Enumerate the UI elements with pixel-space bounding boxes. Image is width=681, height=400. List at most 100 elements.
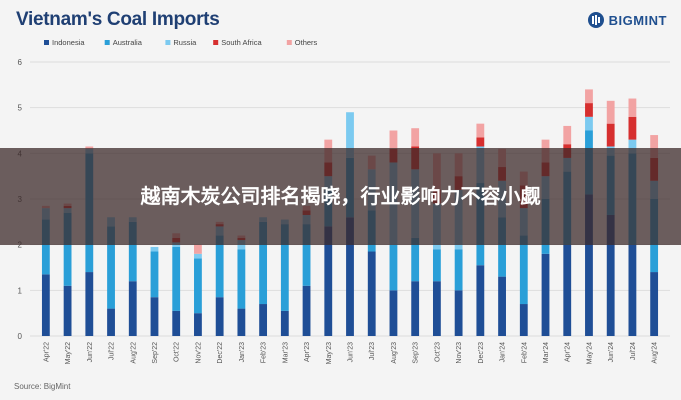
x-tick-label: Feb'24 (521, 342, 528, 363)
bar-segment (215, 297, 224, 336)
bar-segment (128, 221, 137, 282)
legend-swatch (165, 40, 171, 45)
bar-segment (259, 221, 268, 305)
bar-segment (85, 272, 94, 336)
bigmint-logo-icon (587, 12, 604, 28)
x-tick-label: Jul'23 (369, 342, 376, 360)
bar-segment (628, 139, 637, 154)
bar-segment (476, 265, 485, 336)
x-tick-label: Jul'24 (630, 342, 637, 360)
x-tick-label: Jan'24 (500, 342, 507, 363)
y-tick-label: 0 (18, 332, 23, 341)
x-tick-label: Jun'24 (608, 342, 615, 363)
bar-segment (172, 310, 181, 336)
bar-segment (585, 103, 593, 117)
bar-segment (41, 274, 50, 336)
bar-segment (650, 272, 659, 336)
bar-segment (302, 285, 311, 336)
bar-segment (519, 235, 528, 305)
bar-segment (107, 226, 115, 309)
x-tick-label: Apr'24 (565, 342, 572, 362)
x-tick-label: Apr'23 (304, 342, 311, 362)
bar-segment (324, 226, 333, 336)
x-tick-label: Oct'22 (174, 342, 181, 362)
y-tick-label: 5 (18, 104, 23, 113)
bar-segment (237, 249, 246, 309)
bar-segment (150, 246, 159, 252)
x-tick-label: May'23 (326, 342, 333, 364)
bar-segment (389, 244, 398, 291)
bar-segment (606, 100, 615, 124)
x-tick-label: Nov'23 (456, 342, 463, 364)
legend-label: Indonesia (52, 38, 85, 47)
y-tick-label: 1 (18, 286, 23, 295)
bar-segment (215, 235, 224, 298)
x-tick-label: Jun'23 (348, 342, 355, 363)
bar-segment (519, 304, 528, 336)
bar-segment (63, 285, 72, 336)
bar-segment (194, 313, 202, 336)
x-tick-label: Dec'22 (217, 342, 224, 364)
bar-segment (454, 249, 463, 291)
bar-segment (411, 281, 420, 336)
bar-segment (237, 308, 246, 336)
legend-swatch (104, 40, 110, 45)
bar-segment (498, 276, 506, 336)
bar-segment (280, 310, 289, 336)
legend-label: Russia (173, 38, 197, 47)
legend-swatch (213, 40, 219, 45)
bar-segment (194, 244, 202, 254)
bar-segment (563, 244, 572, 336)
brand-name: BIGMINT (608, 12, 667, 28)
bar-segment (628, 244, 637, 336)
x-tick-label: Apr'22 (43, 342, 50, 362)
bar-segment (650, 135, 659, 158)
x-tick-label: Nov'22 (195, 342, 202, 364)
bar-segment (389, 290, 398, 336)
bar-segment (194, 258, 202, 314)
x-tick-label: Sep'22 (152, 342, 159, 364)
x-tick-label: Oct'23 (434, 342, 441, 362)
bar-segment (563, 125, 572, 145)
bar-segment (606, 123, 615, 147)
x-tick-label: Jan'23 (239, 342, 246, 363)
bar-segment (172, 246, 181, 311)
bar-segment (346, 112, 354, 158)
bar-segment (346, 217, 354, 336)
y-tick-label: 2 (18, 241, 23, 250)
x-tick-label: May'22 (65, 342, 72, 364)
bar-segment (606, 214, 615, 336)
x-tick-label: Mar'24 (543, 342, 550, 363)
chart-title: Vietnam's Coal Imports (16, 9, 220, 30)
x-tick-label: Mar'23 (282, 342, 289, 363)
brand-logo: BIGMINT (587, 11, 667, 29)
bar-segment (150, 251, 159, 298)
headline-banner: 越南木炭公司排名揭晓，行业影响力不容小觑 (0, 148, 681, 245)
bar-segment (85, 146, 94, 149)
chart-source: Source: BigMint (14, 382, 71, 391)
legend-swatch (44, 40, 49, 45)
bar-segment (367, 251, 376, 336)
x-tick-label: Sep'23 (413, 342, 420, 364)
x-tick-label: Dec'23 (478, 342, 485, 364)
bar-segment (194, 253, 202, 259)
bar-segment (302, 224, 311, 286)
bar-segment (628, 98, 637, 117)
y-tick-label: 6 (18, 58, 23, 67)
bar-segment (63, 212, 72, 286)
x-tick-label: May'24 (586, 342, 593, 364)
bar-segment (432, 281, 441, 336)
bar-segment (454, 290, 463, 336)
bar-segment (411, 128, 420, 147)
bar-segment (628, 116, 637, 140)
bar-segment (128, 281, 137, 336)
bar-segment (41, 219, 50, 275)
legend-label: Australia (113, 38, 143, 47)
bar-segment (541, 253, 550, 336)
headline-text: 越南木炭公司排名揭晓，行业影响力不容小觑 (140, 184, 541, 208)
bar-segment (585, 89, 593, 104)
bar-segment (585, 194, 593, 336)
x-tick-label: Aug'22 (130, 342, 137, 364)
bar-segment (389, 130, 398, 149)
